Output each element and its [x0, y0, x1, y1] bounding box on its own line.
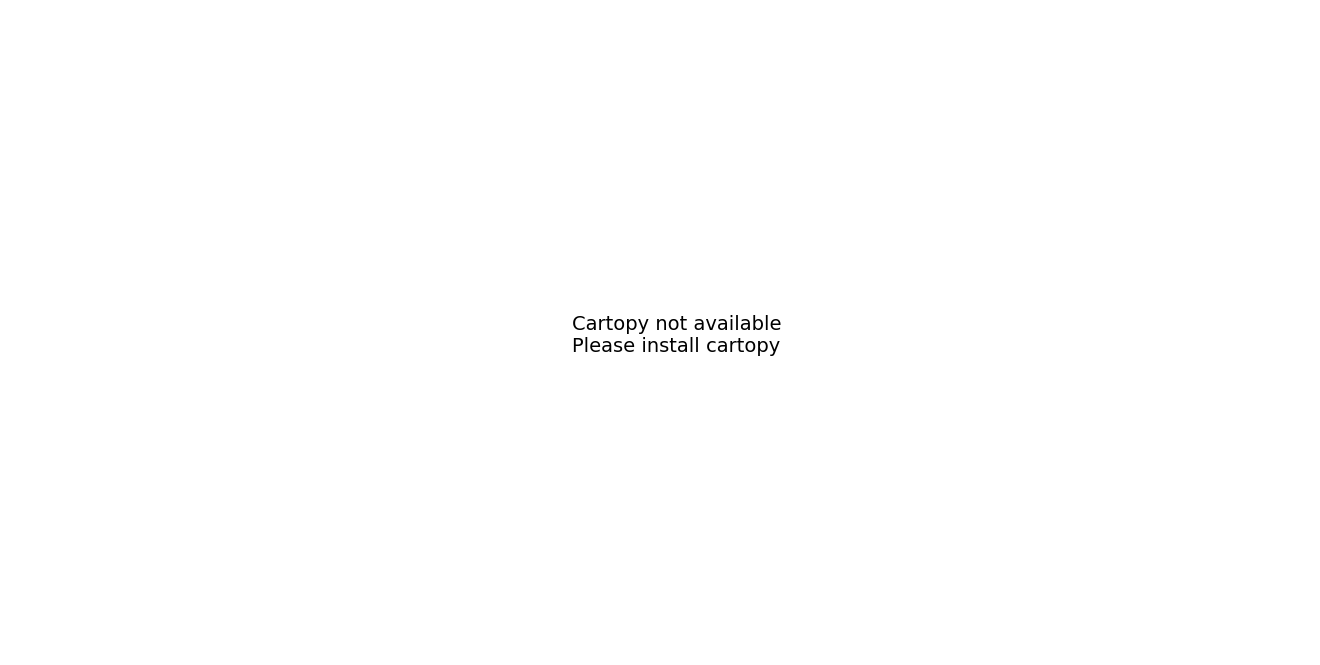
Text: Cartopy not available
Please install cartopy: Cartopy not available Please install car…: [572, 315, 781, 356]
